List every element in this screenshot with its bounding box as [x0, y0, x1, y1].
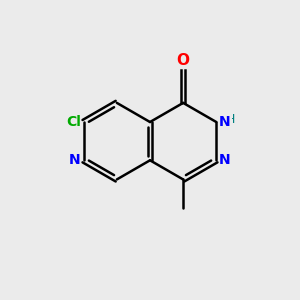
Text: Cl: Cl	[66, 115, 81, 129]
Text: N: N	[219, 153, 231, 167]
Text: N: N	[219, 115, 231, 129]
Text: N: N	[69, 153, 81, 167]
Text: H: H	[226, 112, 235, 126]
Text: O: O	[177, 53, 190, 68]
